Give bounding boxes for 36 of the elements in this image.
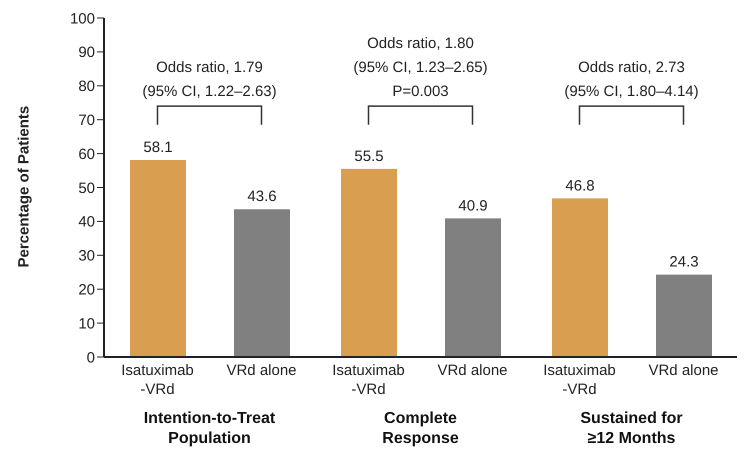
y-tick-label: 10 <box>78 315 95 332</box>
text: VRd alone <box>648 362 719 379</box>
y-tick-label: 20 <box>78 282 95 299</box>
y-tick-label: 70 <box>78 112 95 130</box>
annotation: Odds ratio, 1.80 (95% CI, 1.23–2.65) P=0.003 <box>353 35 488 100</box>
y-tick-label: 60 <box>78 146 95 163</box>
y-tick-label: 30 <box>78 248 95 265</box>
bar <box>341 168 397 357</box>
data-label: 40.9 <box>458 197 488 214</box>
text: Isatuximab -VRd <box>121 362 194 398</box>
y-tick-label: 90 <box>78 44 95 62</box>
bar <box>234 209 290 357</box>
data-label: 43.6 <box>247 188 277 206</box>
data-label: 55.5 <box>354 148 384 165</box>
y-tick-label: 50 <box>78 180 95 197</box>
text: VRd alone <box>437 362 508 379</box>
series-label: Isatuximab -VRd <box>332 362 405 398</box>
annotation: Odds ratio, 2.73 (95% CI, 1.80–4.14) <box>564 59 699 100</box>
bar <box>130 160 186 357</box>
bar <box>656 274 712 357</box>
text: Isatuximab -VRd <box>543 362 616 398</box>
data-label: 24.3 <box>669 254 699 271</box>
y-tick-label: 0 <box>86 349 95 366</box>
bar <box>445 218 501 357</box>
y-tick-label: 40 <box>78 214 95 231</box>
data-label: 58.1 <box>143 139 173 156</box>
series-label: VRd alone <box>226 362 297 379</box>
x-tick-label: Complete Response <box>382 410 459 447</box>
x-tick-label: Intention-to-Treat Population <box>144 410 276 447</box>
y-axis-title: Percentage of Patients <box>15 106 32 268</box>
data-label: 46.8 <box>565 177 595 194</box>
x-tick-label: Sustained for ≥12 Months <box>580 410 683 447</box>
bar <box>552 198 608 357</box>
annotation: Odds ratio, 1.79 (95% CI, 1.22–2.63) <box>142 59 277 100</box>
y-tick-label: 100 <box>70 10 95 28</box>
y-tick-label: 80 <box>78 78 95 96</box>
